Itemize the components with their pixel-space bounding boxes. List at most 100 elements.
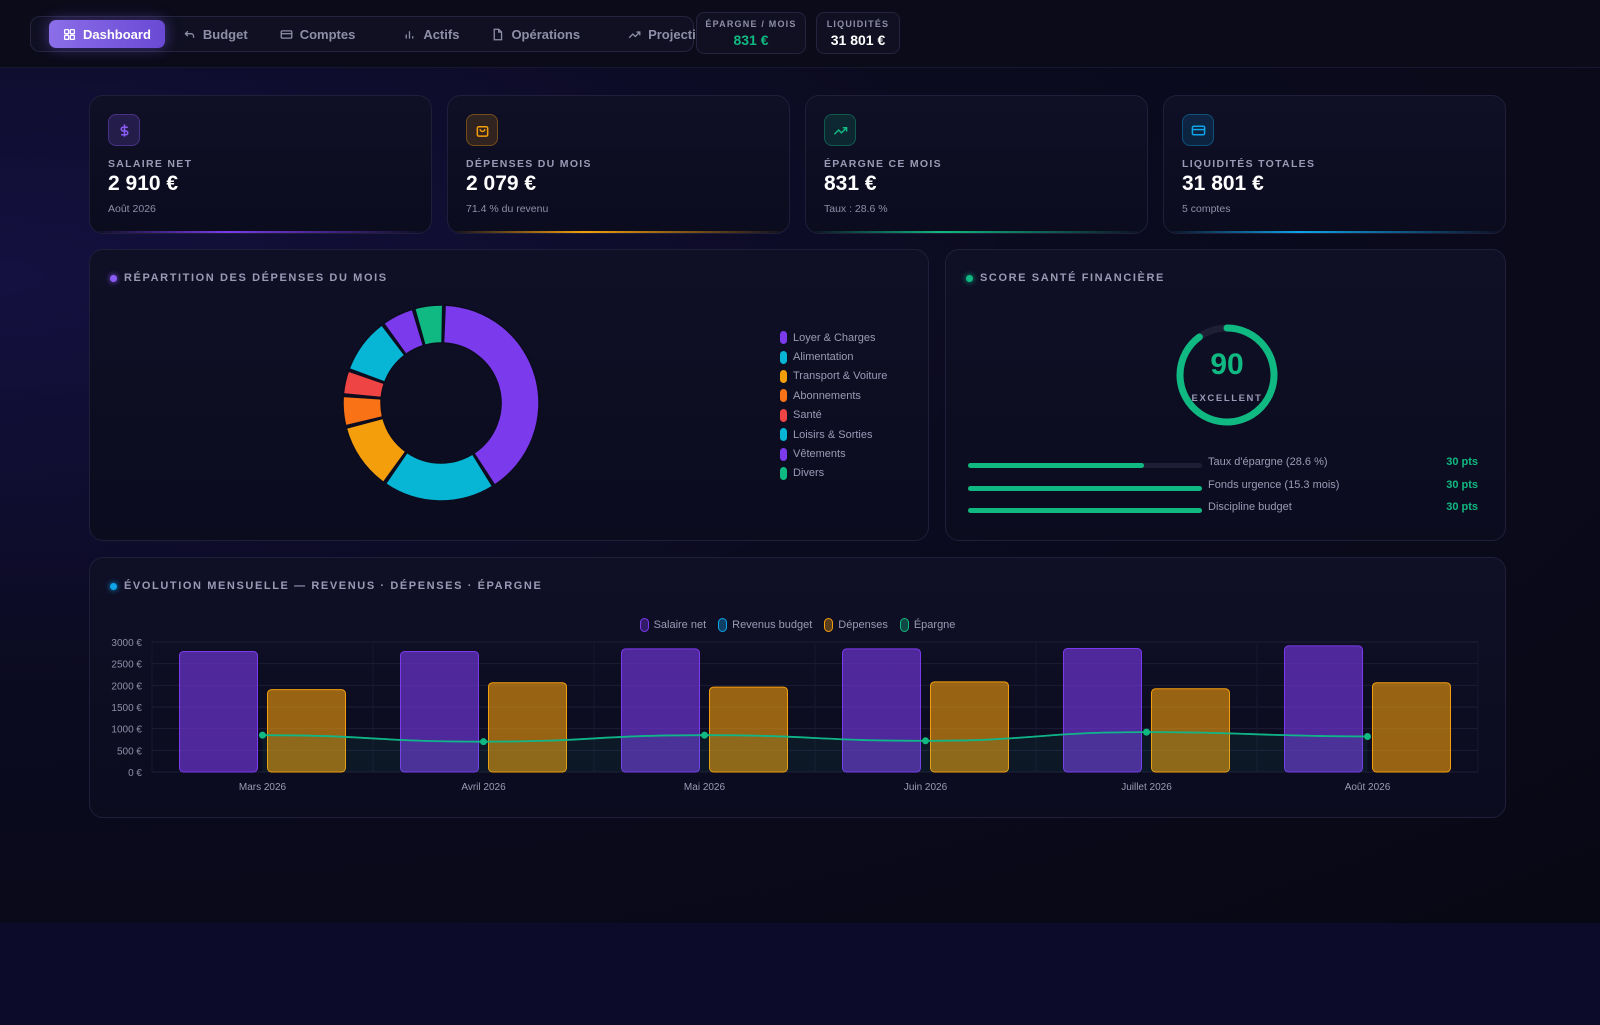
grid-icon	[63, 28, 76, 40]
epargne-point[interactable]	[1143, 728, 1150, 736]
score-row-points: 30 pts	[1446, 501, 1478, 513]
bar-depenses[interactable]	[709, 686, 788, 773]
header-epargne-label: ÉPARGNE / MOIS	[705, 18, 797, 29]
nav-budget[interactable]: Budget	[169, 20, 262, 48]
bar-salaire[interactable]	[1063, 648, 1142, 773]
repartition-title: RÉPARTITION DES DÉPENSES DU MOIS	[110, 272, 388, 284]
chart-legend-swatch	[899, 618, 909, 632]
dollar-icon	[119, 123, 129, 137]
kpi-card-epargne: ÉPARGNE CE MOIS 831 € Taux : 28.6 %	[805, 95, 1148, 234]
chart-legend-item: Épargne	[899, 618, 956, 632]
score-title-text: SCORE SANTÉ FINANCIÈRE	[980, 272, 1165, 284]
kpi-icon-box	[824, 114, 856, 146]
bar-depenses[interactable]	[267, 689, 346, 773]
nav-actifs[interactable]: Actifs	[389, 20, 473, 48]
donut-slice[interactable]	[348, 324, 406, 383]
chart-legend-item: Salaire net	[639, 618, 706, 632]
kpi-sub: 71.4 % du revenu	[466, 203, 549, 215]
nav-operations-label: Opérations	[511, 26, 581, 42]
kpi-sub: Taux : 28.6 %	[824, 203, 888, 215]
legend-swatch	[780, 466, 787, 480]
bar-depenses[interactable]	[1151, 688, 1230, 773]
score-row-points: 30 pts	[1446, 456, 1478, 468]
kpi-value: 31 801 €	[1182, 172, 1264, 195]
epargne-point[interactable]	[1364, 732, 1371, 740]
bar-depenses[interactable]	[930, 681, 1009, 773]
bar-salaire[interactable]	[1284, 645, 1363, 773]
y-tick-label: 0 €	[128, 768, 142, 779]
chart-legend-label: Épargne	[913, 619, 956, 631]
epargne-point[interactable]	[922, 737, 929, 745]
credit-card-icon	[1191, 125, 1205, 135]
nav-projection-label: Projection	[648, 26, 712, 42]
legend-label: Alimentation	[793, 351, 854, 364]
x-tick-label: Avril 2026	[461, 782, 506, 793]
bar-depenses[interactable]	[1372, 682, 1451, 773]
header-liquidites-chip: LIQUIDITÉS 31 801 €	[816, 12, 900, 54]
nav-dashboard-label: Dashboard	[83, 26, 151, 42]
gauge-arc	[1176, 324, 1278, 426]
bar-salaire[interactable]	[621, 648, 700, 773]
kpi-icon-box	[466, 114, 498, 146]
score-fill	[968, 508, 1202, 513]
x-tick-label: Juillet 2026	[1121, 782, 1172, 793]
score-fill	[968, 463, 1144, 468]
epargne-point[interactable]	[480, 738, 487, 746]
donut-slice[interactable]	[383, 308, 425, 356]
nav-dashboard[interactable]: Dashboard	[49, 20, 165, 48]
score-row-label: Fonds urgence (15.3 mois)	[1208, 478, 1340, 491]
legend-label: Divers	[793, 467, 825, 480]
score-track	[968, 508, 1202, 513]
bar-chart: 0 € 500 € 1000 € 1500 € 2000 € 2500 € 3000 € Ma…	[111, 638, 1479, 793]
score-label: EXCELLENT	[1191, 393, 1263, 404]
nav-operations[interactable]: Opérations	[477, 20, 594, 48]
header-epargne-chip: ÉPARGNE / MOIS 831 €	[696, 12, 806, 54]
donut-slice[interactable]	[384, 451, 494, 502]
bar-chart-icon	[405, 30, 414, 39]
kpi-label: ÉPARGNE CE MOIS	[824, 158, 942, 170]
header-liquidites-label: LIQUIDITÉS	[826, 18, 890, 29]
donut-slice[interactable]	[345, 417, 407, 484]
donut-slice[interactable]	[342, 370, 386, 399]
y-tick-label: 500 €	[117, 746, 142, 757]
bar-salaire[interactable]	[179, 651, 258, 773]
legend-swatch	[780, 369, 787, 383]
epargne-line	[262, 731, 1368, 743]
legend-item: Transport & Voiture	[780, 367, 887, 386]
repartition-card: RÉPARTITION DES DÉPENSES DU MOIS Loyer &…	[89, 249, 929, 541]
nav-projection[interactable]: Projection	[614, 20, 726, 48]
donut-slice[interactable]	[413, 304, 444, 346]
score-track	[968, 463, 1202, 468]
nav-comptes[interactable]: Comptes	[266, 20, 370, 48]
title-dot	[110, 274, 117, 282]
legend-item: Abonnements	[780, 386, 887, 405]
kpi-card-liquidites: LIQUIDITÉS TOTALES 31 801 € 5 comptes	[1163, 95, 1506, 234]
y-tick-label: 3000 €	[111, 638, 142, 649]
legend-label: Transport & Voiture	[793, 370, 888, 383]
bar-depenses[interactable]	[488, 682, 567, 773]
title-dot	[966, 274, 973, 282]
kpi-label: LIQUIDITÉS TOTALES	[1182, 158, 1316, 170]
epargne-point[interactable]	[259, 731, 266, 739]
donut-slice[interactable]	[442, 304, 540, 486]
epargne-point[interactable]	[701, 731, 708, 739]
donut-legend: Loyer & Charges Alimentation Transport & V…	[780, 328, 887, 483]
score-row: Discipline budget 30 pts	[968, 501, 1478, 524]
document-icon	[494, 28, 503, 40]
x-tick-label: Août 2026	[1345, 782, 1391, 793]
trend-up-icon	[833, 126, 847, 135]
kpi-value: 2 910 €	[108, 172, 179, 195]
legend-swatch	[780, 408, 787, 422]
kpi-label: SALAIRE NET	[108, 158, 193, 170]
donut-chart	[342, 304, 540, 502]
bar-chart-legend: Salaire net Revenus budget Dépenses Épargne	[90, 618, 1505, 632]
repartition-title-text: RÉPARTITION DES DÉPENSES DU MOIS	[124, 272, 388, 284]
legend-swatch	[780, 447, 787, 461]
score-fill	[968, 485, 1202, 491]
score-row: Fonds urgence (15.3 mois) 30 pts	[968, 479, 1478, 502]
evolution-card: ÉVOLUTION MENSUELLE — REVENUS · DÉPENSES…	[89, 557, 1506, 818]
kpi-icon-box	[108, 114, 140, 146]
legend-swatch	[780, 331, 787, 345]
donut-slice[interactable]	[342, 395, 384, 427]
header-epargne-value: 831 €	[733, 31, 769, 48]
